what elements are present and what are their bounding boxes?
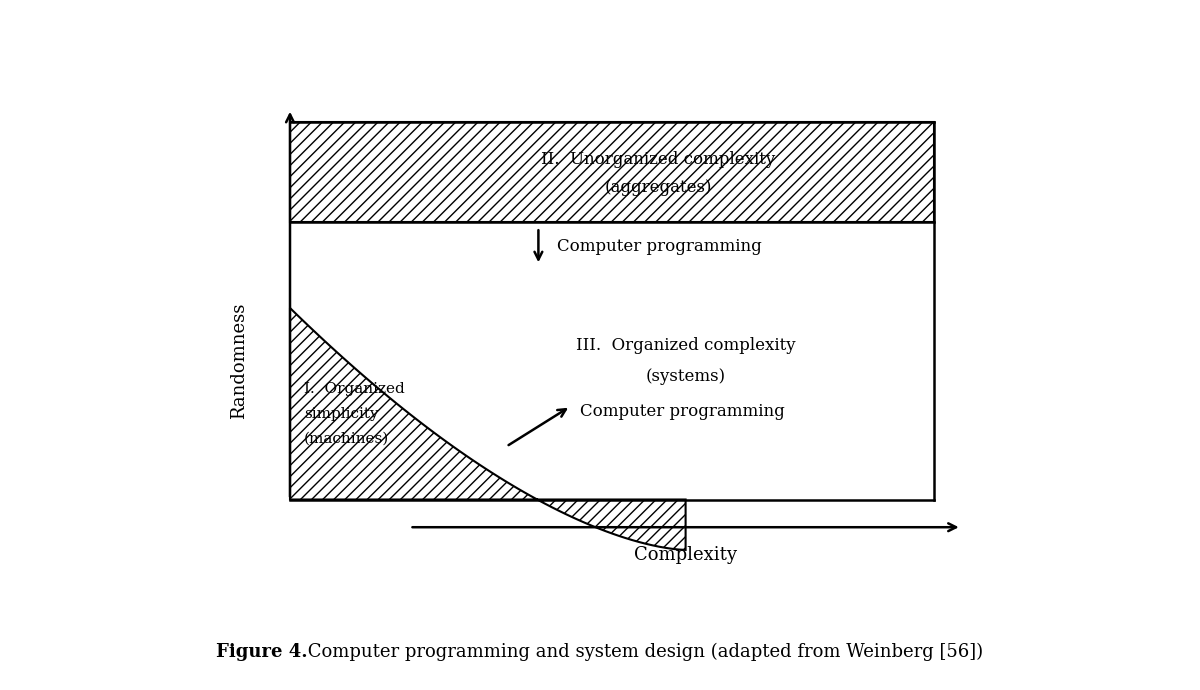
Polygon shape — [290, 121, 934, 222]
Text: Computer programming and system design (adapted from Weinberg [56]): Computer programming and system design (… — [302, 643, 984, 661]
Polygon shape — [290, 308, 685, 550]
Text: II.  Unorganized complexity: II. Unorganized complexity — [541, 151, 775, 168]
Text: (aggregates): (aggregates) — [605, 179, 712, 195]
Text: Randomness: Randomness — [230, 303, 248, 419]
Text: I.  Organized: I. Organized — [304, 382, 404, 395]
Text: Complexity: Complexity — [634, 546, 737, 564]
Text: (machines): (machines) — [304, 432, 389, 446]
Text: Computer programming: Computer programming — [580, 403, 785, 420]
Text: simplicity: simplicity — [304, 407, 378, 421]
Text: III.  Organized complexity: III. Organized complexity — [576, 337, 796, 354]
Text: Computer programming: Computer programming — [557, 238, 762, 255]
Text: Figure 4.: Figure 4. — [216, 643, 307, 661]
Text: (systems): (systems) — [646, 368, 726, 384]
